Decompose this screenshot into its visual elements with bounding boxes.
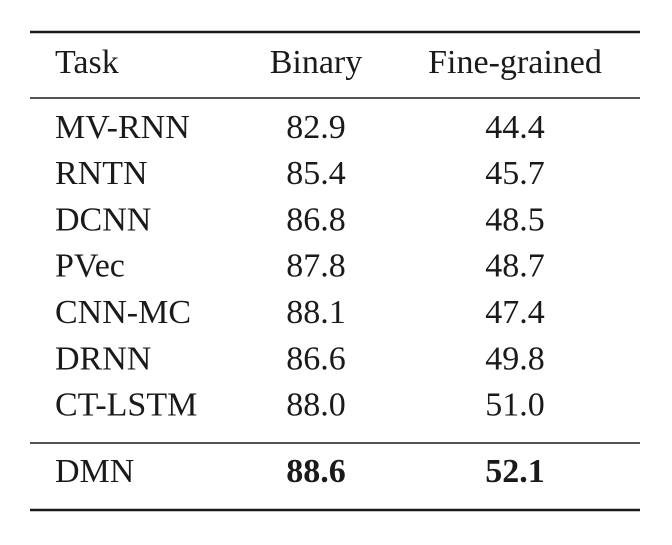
- table-cell: 44.4: [485, 109, 545, 146]
- table-cell: 82.9: [286, 109, 346, 146]
- summary-cell: 52.1: [485, 453, 545, 490]
- table-cell: 85.4: [286, 155, 346, 192]
- table-cell: MV-RNN: [55, 109, 190, 146]
- table-cell: CNN-MC: [55, 294, 191, 331]
- table-cell: 48.5: [485, 201, 545, 238]
- table-cell: 49.8: [485, 340, 545, 377]
- table-cell: 45.7: [485, 155, 545, 192]
- table-cell: CT-LSTM: [55, 387, 197, 424]
- table-cell: 47.4: [485, 294, 545, 331]
- summary-cell: DMN: [55, 453, 134, 490]
- table-cell: 88.0: [286, 387, 346, 424]
- summary-cell: 88.6: [286, 453, 346, 490]
- header-cell: Task: [55, 44, 119, 81]
- table-cell: DCNN: [55, 201, 151, 238]
- table-cell: 86.8: [286, 201, 346, 238]
- header-cell: Binary: [270, 44, 363, 81]
- table-cell: RNTN: [55, 155, 148, 192]
- table-cell: 51.0: [485, 387, 545, 424]
- table-cell: 86.6: [286, 340, 346, 377]
- table-cell: PVec: [55, 248, 125, 285]
- table-cell: 88.1: [286, 294, 346, 331]
- table-cell: 48.7: [485, 248, 545, 285]
- header-cell: Fine-grained: [428, 44, 602, 81]
- table-cell: 87.8: [286, 248, 346, 285]
- table-cell: DRNN: [55, 340, 151, 377]
